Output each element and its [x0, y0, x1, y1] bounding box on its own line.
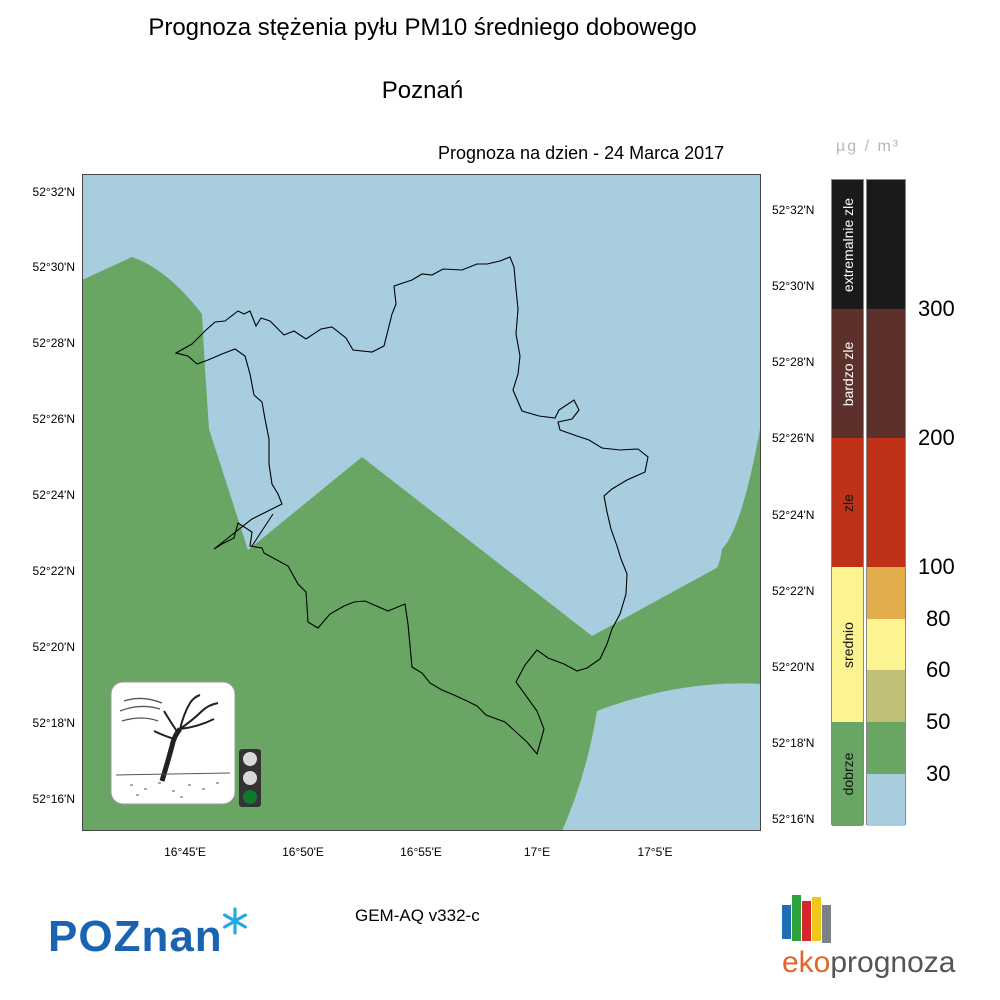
lat-label-left: 52°16'N — [32, 792, 75, 806]
windy-tree-icon — [110, 681, 236, 805]
map-region-blue-south — [562, 683, 761, 831]
lat-label-right: 52°16'N — [772, 812, 815, 826]
category-zle: zle — [832, 438, 863, 567]
traffic-light-green — [243, 790, 257, 804]
lon-label: 17°5'E — [637, 845, 673, 859]
traffic-light-icon — [239, 749, 261, 807]
city-title: Poznań — [381, 77, 464, 104]
lat-label-left: 52°22'N — [32, 564, 75, 578]
unit-label: µg / m³ — [836, 138, 901, 155]
lat-label-right: 52°26'N — [772, 431, 815, 445]
lat-label-right: 52°24'N — [772, 508, 815, 522]
category-legend: extremalnie zle bardzo zle zle srednio d… — [831, 179, 864, 826]
lon-label: 17°E — [523, 845, 551, 859]
lon-label: 16°50'E — [282, 845, 324, 859]
scale-value: 100 — [918, 554, 955, 579]
model-label: GEM-AQ v332-c — [355, 906, 480, 925]
lat-label-left: 52°30'N — [32, 260, 75, 274]
lat-label-right: 52°20'N — [772, 660, 815, 674]
map-region-good — [82, 257, 761, 831]
ekoprognoza-bars-icon — [782, 895, 831, 943]
lat-label-right: 52°22'N — [772, 584, 815, 598]
lat-label-left: 52°26'N — [32, 412, 75, 426]
asterisk-icon — [222, 907, 247, 935]
forecast-date: Prognoza na dzien - 24 Marca 2017 — [438, 143, 725, 163]
scale-value: 50 — [926, 709, 951, 734]
poznan-boundary — [174, 256, 649, 756]
scale-band — [867, 619, 905, 670]
lat-label-left: 52°20'N — [32, 640, 75, 654]
category-extremalnie-zle: extremalnie zle — [832, 180, 863, 309]
scale-value: 60 — [926, 657, 951, 682]
lat-label-left: 52°24'N — [32, 488, 75, 502]
scale-band — [867, 438, 905, 567]
scale-band — [867, 309, 905, 438]
lat-label-right: 52°28'N — [772, 355, 815, 369]
traffic-light-middle — [243, 771, 257, 785]
page-title: Prognoza stężenia pyłu PM10 średniego do… — [148, 14, 697, 41]
lat-label-left: 52°32'N — [32, 185, 75, 199]
scale-value: 200 — [918, 425, 955, 450]
traffic-light-top — [243, 752, 257, 766]
lat-label-left: 52°28'N — [32, 336, 75, 350]
lat-label-left: 52°18'N — [32, 716, 75, 730]
scale-band — [867, 180, 905, 309]
ekoprognoza-logo: ekoprognoza — [782, 946, 956, 979]
map-region-green-south — [592, 424, 761, 709]
lon-label: 16°55'E — [400, 845, 442, 859]
scale-value: 80 — [926, 606, 951, 631]
scale-band — [867, 670, 905, 722]
scale-band — [867, 567, 905, 619]
lat-label-right: 52°18'N — [772, 736, 815, 750]
lon-label: 16°45'E — [164, 845, 206, 859]
lat-label-right: 52°32'N — [772, 203, 815, 217]
map-frame — [82, 174, 761, 831]
scale-band — [867, 774, 905, 826]
scale-value: 300 — [918, 296, 955, 321]
category-bardzo-zle: bardzo zle — [832, 309, 863, 438]
lat-label-right: 52°30'N — [772, 279, 815, 293]
poznan-logo: POZnan — [48, 907, 247, 962]
category-dobrze: dobrze — [832, 722, 863, 826]
category-srednio: srednio — [832, 567, 863, 722]
concentration-scale — [866, 179, 906, 826]
scale-value: 30 — [926, 761, 951, 786]
scale-band — [867, 722, 905, 774]
